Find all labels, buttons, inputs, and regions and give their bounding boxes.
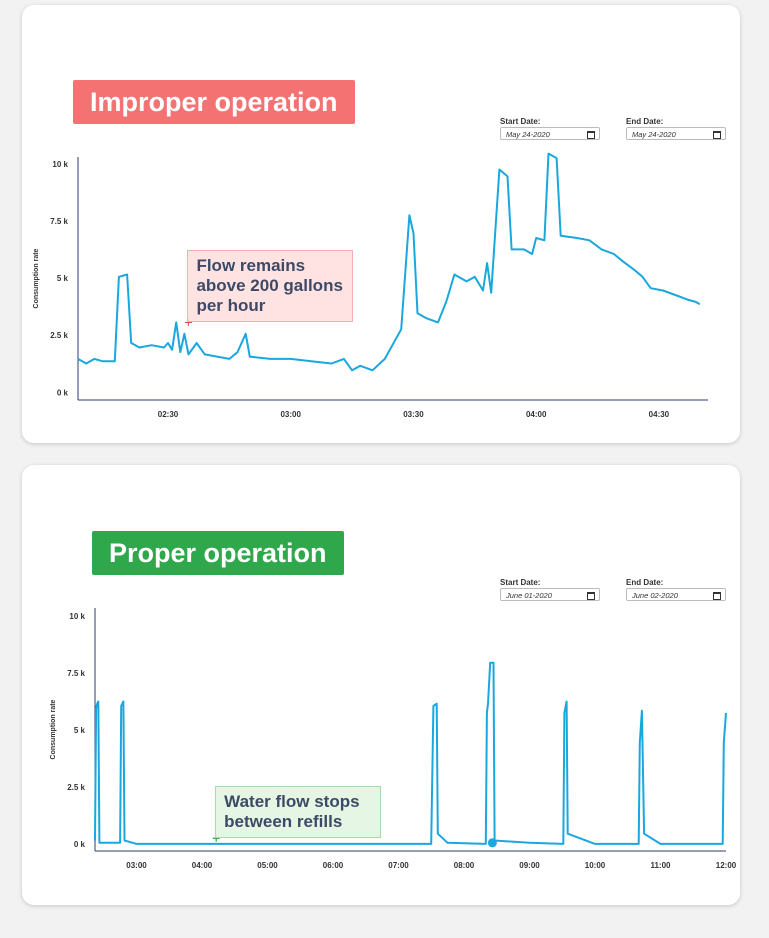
x-tick-label: 03:00	[280, 410, 301, 419]
calendar-icon[interactable]	[713, 131, 721, 139]
x-tick-label: 09:00	[519, 861, 540, 870]
y-tick-label: 2.5 k	[50, 331, 68, 340]
x-tick-label: 02:30	[158, 410, 179, 419]
y-axis-label: Consumption rate	[50, 699, 57, 759]
date-label: End Date:	[626, 578, 664, 587]
calendar-icon[interactable]	[713, 592, 721, 600]
data-line	[94, 661, 727, 845]
y-tick-label: 7.5 k	[67, 669, 85, 678]
x-tick-label: 11:00	[650, 861, 671, 870]
date-input[interactable]: May 24-2020	[626, 127, 726, 140]
calendar-icon[interactable]	[587, 592, 595, 600]
y-tick-label: 0 k	[57, 388, 69, 397]
x-tick-label: 04:00	[192, 861, 213, 870]
badge: Proper operation	[92, 531, 344, 575]
y-tick-label: 0 k	[74, 840, 86, 849]
y-tick-label: 10 k	[52, 160, 68, 169]
x-tick-label: 04:30	[649, 410, 670, 419]
x-tick-label: 07:00	[388, 861, 409, 870]
y-tick-label: 5 k	[74, 726, 86, 735]
badge: Improper operation	[73, 80, 355, 124]
x-tick-label: 05:00	[257, 861, 278, 870]
card	[22, 5, 740, 443]
date-input[interactable]: June 02-2020	[626, 588, 726, 601]
x-tick-label: 06:00	[323, 861, 344, 870]
highlight-point	[487, 838, 497, 848]
x-tick-label: 03:00	[126, 861, 147, 870]
x-tick-label: 08:00	[454, 861, 475, 870]
x-tick-label: 03:30	[403, 410, 424, 419]
calendar-icon[interactable]	[587, 131, 595, 139]
annotation: Flow remains above 200 gallons per hour	[187, 250, 354, 323]
annotation: Water flow stops between refills	[215, 786, 382, 839]
date-label: Start Date:	[500, 117, 541, 126]
x-tick-label: 12:00	[716, 861, 737, 870]
y-tick-label: 2.5 k	[67, 783, 85, 792]
date-input[interactable]: May 24-2020	[500, 127, 600, 140]
y-tick-label: 10 k	[69, 612, 85, 621]
date-label: Start Date:	[500, 578, 541, 587]
x-tick-label: 10:00	[585, 861, 606, 870]
y-tick-label: 7.5 k	[50, 217, 68, 226]
y-axis-label: Consumption rate	[33, 248, 40, 308]
x-tick-label: 04:00	[526, 410, 547, 419]
y-tick-label: 5 k	[57, 274, 69, 283]
date-label: End Date:	[626, 117, 664, 126]
date-input[interactable]: June 01-2020	[500, 588, 600, 601]
data-line	[77, 152, 701, 372]
